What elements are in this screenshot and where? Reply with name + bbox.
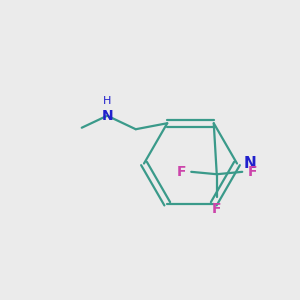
Text: N: N (244, 156, 256, 171)
Text: F: F (176, 165, 186, 179)
Text: H: H (103, 96, 111, 106)
Text: F: F (248, 165, 257, 179)
Text: F: F (212, 202, 221, 216)
Text: N: N (101, 109, 113, 123)
